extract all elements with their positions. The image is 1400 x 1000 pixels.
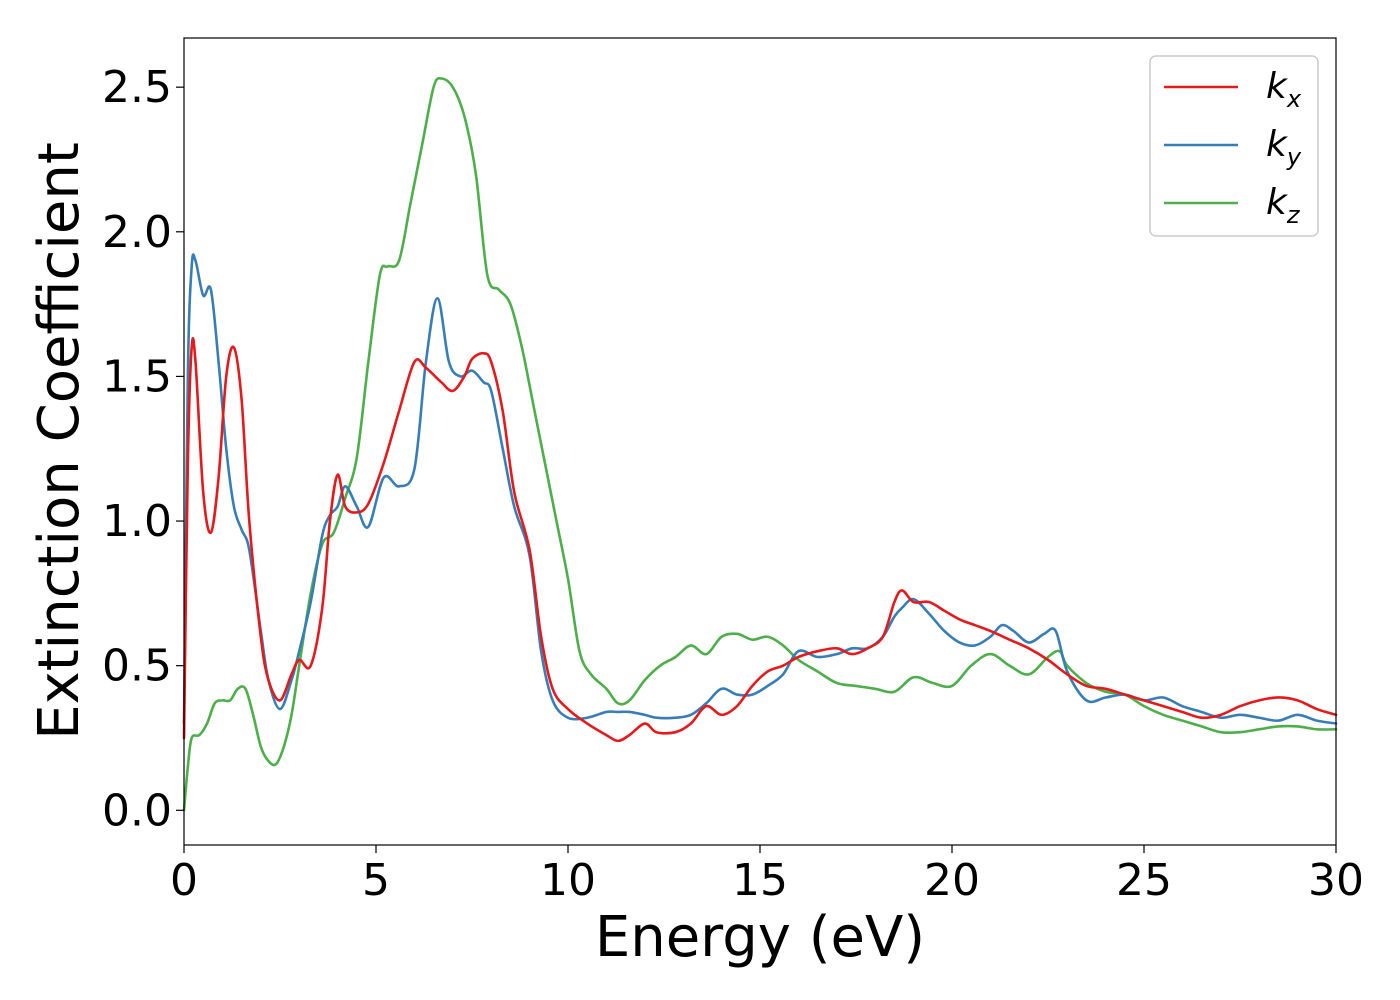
x-axis-label: Energy (eV)	[595, 905, 925, 970]
y-tick-label: 2.5	[102, 62, 172, 113]
x-tick-label: 10	[540, 855, 596, 906]
legend-subscript: x	[1286, 85, 1302, 113]
series-line-kx	[182, 336, 1338, 743]
x-tick-label: 15	[732, 855, 788, 906]
y-tick-label: 0.0	[102, 785, 172, 836]
series-layer	[182, 76, 1338, 812]
y-tick-label: 2.0	[102, 207, 172, 258]
x-tick-label: 30	[1308, 855, 1364, 906]
x-tick-label: 5	[362, 855, 390, 906]
x-tick-label: 25	[1116, 855, 1172, 906]
legend-subscript: y	[1286, 143, 1302, 171]
series-line-ky	[182, 253, 1338, 725]
y-tick-label: 0.5	[102, 641, 172, 692]
x-tick-label: 0	[170, 855, 198, 906]
legend-subscript: z	[1286, 201, 1301, 229]
y-tick-label: 1.0	[102, 496, 172, 547]
x-tick-label: 20	[924, 855, 980, 906]
x-axis-ticks: 0 5 10 15 20 25 30	[170, 845, 1364, 906]
y-tick-label: 1.5	[102, 351, 172, 402]
plot-background	[184, 38, 1336, 845]
y-axis-ticks: 0.0 0.5 1.0 1.5 2.0 2.5	[102, 62, 184, 836]
y-axis-label: Extinction Coefficient	[27, 142, 92, 740]
